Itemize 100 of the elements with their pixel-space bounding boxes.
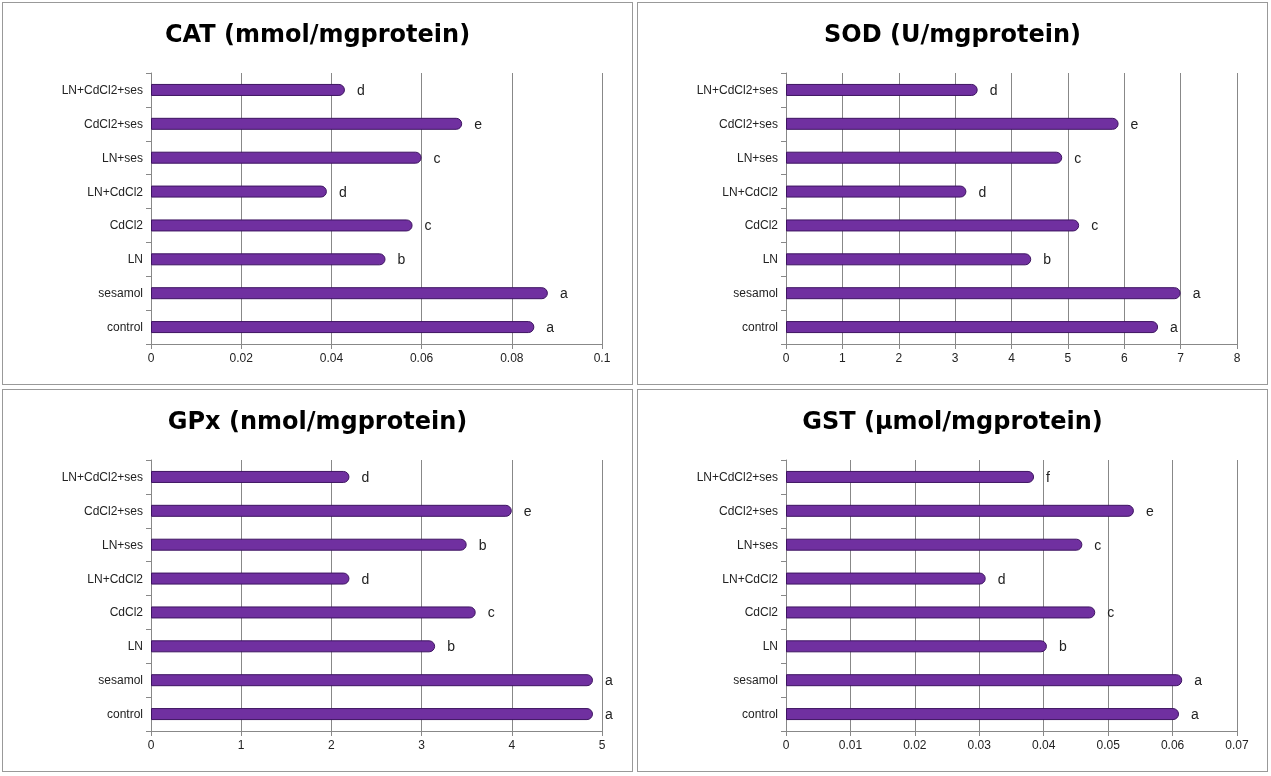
- annotation: e: [1130, 115, 1139, 132]
- bar: [786, 287, 1181, 300]
- annotation: f: [1046, 468, 1051, 485]
- bar: [151, 321, 535, 334]
- x-tick-label: 4: [1008, 351, 1016, 365]
- y-tick-label: LN: [127, 639, 143, 654]
- annotation: d: [989, 81, 998, 98]
- x-tick-label: 3: [951, 351, 959, 365]
- annotation: b: [447, 638, 456, 655]
- y-tick-label: LN+CdCl2+ses: [61, 469, 143, 484]
- x-tick-label: 7: [1177, 351, 1185, 365]
- x-tick-label: 0: [782, 351, 790, 365]
- x-tick-label: 0.02: [229, 351, 254, 365]
- chart-title: GPx (nmol/mgprotein): [167, 407, 468, 435]
- x-tick-label: 0.01: [838, 738, 863, 752]
- y-tick-label: LN+CdCl2: [87, 184, 144, 199]
- bar: [151, 606, 476, 619]
- annotation: a: [546, 319, 555, 336]
- bar: [786, 674, 1183, 687]
- y-tick-label: CdCl2: [109, 605, 144, 620]
- y-tick-label: LN: [762, 639, 778, 654]
- annotation: a: [559, 285, 568, 302]
- bar: [151, 538, 467, 551]
- y-tick-label: CdCl2+ses: [718, 503, 778, 518]
- annotation: e: [523, 502, 532, 519]
- bar: [151, 470, 350, 483]
- y-tick-label: LN+ses: [101, 537, 143, 552]
- y-tick-label: sesamol: [98, 286, 143, 301]
- bar: [151, 287, 548, 300]
- bar: [786, 708, 1180, 721]
- annotation: a: [1194, 672, 1203, 689]
- y-tick-label: CdCl2+ses: [718, 116, 778, 131]
- x-tick-label: 5: [1064, 351, 1072, 365]
- x-tick-label: 0.07: [1225, 738, 1249, 752]
- bar: [786, 83, 978, 96]
- x-tick-label: 0.03: [967, 738, 992, 752]
- bar: [151, 117, 463, 130]
- y-tick-label: LN+CdCl2: [87, 571, 144, 586]
- annotation: a: [604, 706, 613, 723]
- y-tick-label: LN: [127, 252, 143, 267]
- y-tick-label: LN+ses: [101, 150, 143, 165]
- bar: [151, 504, 512, 517]
- y-tick-label: LN: [762, 252, 778, 267]
- annotation: b: [1058, 638, 1067, 655]
- bar: [786, 640, 1047, 653]
- x-tick-label: 0: [147, 351, 155, 365]
- annotation: d: [361, 570, 370, 587]
- y-tick-label: CdCl2: [109, 218, 144, 233]
- y-tick-label: LN+ses: [736, 150, 778, 165]
- chart-title: GST (µmol/mgprotein): [802, 407, 1103, 435]
- bar: [786, 151, 1063, 164]
- bar: [786, 572, 986, 585]
- y-tick-label: LN+CdCl2+ses: [696, 82, 778, 97]
- x-tick-label: 0.04: [319, 351, 344, 365]
- y-tick-label: control: [741, 707, 778, 722]
- annotation: d: [338, 183, 347, 200]
- bar: [786, 606, 1096, 619]
- bar: [786, 219, 1080, 232]
- y-tick-label: sesamol: [733, 673, 778, 688]
- bar: [786, 538, 1083, 551]
- y-tick-label: CdCl2+ses: [83, 116, 143, 131]
- bar: [786, 504, 1134, 517]
- bar: [151, 151, 422, 164]
- y-tick-label: control: [106, 320, 143, 335]
- bar: [786, 321, 1159, 334]
- annotation: c: [433, 149, 441, 166]
- annotation: d: [361, 468, 370, 485]
- x-tick-label: 0: [782, 738, 790, 752]
- bar: [786, 253, 1032, 266]
- annotation: b: [397, 251, 406, 268]
- bar: [151, 83, 345, 96]
- bar: [151, 253, 386, 266]
- annotation: c: [1091, 217, 1099, 234]
- bar: [151, 185, 327, 198]
- x-tick-label: 1: [839, 351, 847, 365]
- y-tick-label: sesamol: [733, 286, 778, 301]
- annotation: d: [997, 570, 1006, 587]
- y-tick-label: CdCl2: [744, 605, 779, 620]
- y-tick-label: LN+CdCl2: [722, 571, 779, 586]
- x-tick-label: 0: [147, 738, 155, 752]
- x-tick-label: 0.1: [593, 351, 611, 365]
- y-tick-label: sesamol: [98, 673, 143, 688]
- y-tick-label: LN+CdCl2+ses: [61, 82, 143, 97]
- bar: [151, 219, 413, 232]
- x-tick-label: 3: [418, 738, 426, 752]
- y-tick-label: CdCl2+ses: [83, 503, 143, 518]
- annotation: c: [1074, 149, 1082, 166]
- annotation: a: [1191, 706, 1200, 723]
- bar: [151, 640, 436, 653]
- bar: [786, 117, 1119, 130]
- x-tick-label: 2: [895, 351, 903, 365]
- bar: [151, 674, 593, 687]
- bar: [786, 470, 1035, 483]
- x-tick-label: 0.08: [500, 351, 524, 365]
- x-tick-label: 0.04: [1032, 738, 1056, 752]
- y-tick-label: LN+CdCl2+ses: [696, 469, 778, 484]
- y-tick-label: LN+ses: [736, 537, 778, 552]
- annotation: d: [356, 81, 365, 98]
- annotation: e: [474, 115, 483, 132]
- x-tick-label: 0.02: [903, 738, 927, 752]
